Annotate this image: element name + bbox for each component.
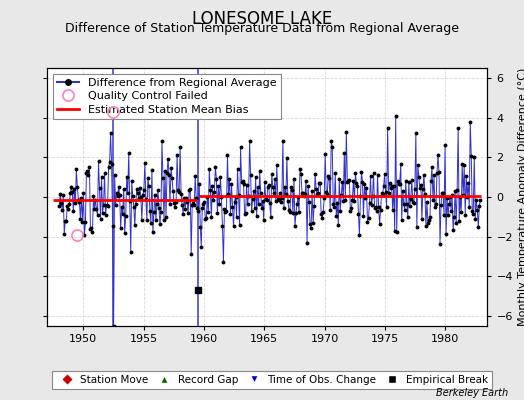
Text: Berkeley Earth: Berkeley Earth <box>436 388 508 398</box>
Text: Difference of Station Temperature Data from Regional Average: Difference of Station Temperature Data f… <box>65 22 459 35</box>
Text: LONESOME LAKE: LONESOME LAKE <box>192 10 332 28</box>
Y-axis label: Monthly Temperature Anomaly Difference (°C): Monthly Temperature Anomaly Difference (… <box>518 68 524 326</box>
Legend: Station Move, Record Gap, Time of Obs. Change, Empirical Break: Station Move, Record Gap, Time of Obs. C… <box>52 371 492 389</box>
